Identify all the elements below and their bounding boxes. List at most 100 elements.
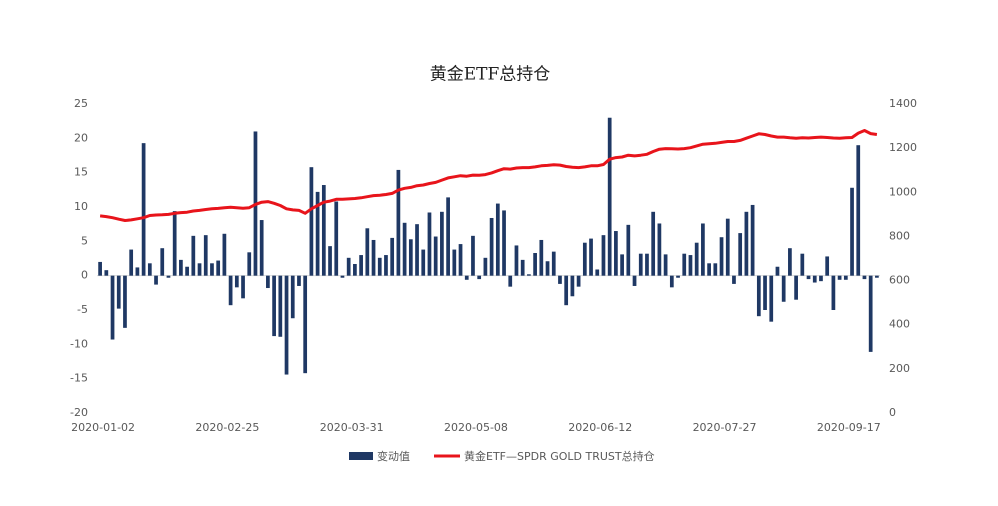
bar: [732, 275, 736, 284]
bar: [377, 257, 382, 276]
bar: [868, 275, 873, 352]
bar: [172, 211, 177, 276]
bar: [570, 275, 575, 297]
bar: [123, 275, 127, 328]
bar: [843, 275, 848, 280]
bar: [582, 242, 587, 276]
y-tick-label: 25: [74, 97, 88, 110]
x-tick-label: 2020-06-12: [568, 421, 632, 434]
bar: [514, 245, 519, 276]
bar: [452, 249, 457, 276]
bar: [825, 256, 830, 276]
bar: [402, 222, 407, 276]
y-tick-label: 0: [81, 269, 88, 282]
bar: [179, 259, 183, 276]
bar: [197, 263, 202, 276]
x-tick-label: 2020-05-08: [444, 421, 508, 434]
bar: [564, 275, 569, 306]
bar: [676, 275, 680, 278]
bar: [862, 275, 867, 280]
legend-label: 黄金ETF—SPDR GOLD TRUST总持仓: [464, 449, 655, 463]
bar: [756, 275, 761, 317]
y-tick-label: 20: [74, 131, 88, 144]
bar: [607, 117, 612, 276]
bar: [806, 275, 811, 280]
bar: [657, 223, 662, 276]
bar: [701, 223, 705, 276]
bar: [719, 237, 724, 276]
bar: [725, 218, 730, 276]
bar: [297, 275, 301, 286]
bar: [769, 275, 774, 322]
bar: [141, 143, 146, 276]
bar: [626, 224, 631, 276]
bar: [110, 275, 115, 340]
bar: [589, 238, 593, 276]
bar: [651, 211, 656, 276]
x-tick-label: 2020-01-02: [71, 421, 135, 434]
bar: [315, 191, 320, 276]
bar: [750, 204, 755, 276]
bar: [241, 275, 245, 299]
bar: [160, 248, 165, 276]
bar: [669, 275, 674, 288]
bar: [831, 275, 836, 310]
bar: [682, 253, 687, 276]
bar: [850, 187, 854, 276]
bar: [794, 275, 798, 300]
bar: [390, 237, 395, 276]
bar: [384, 255, 388, 276]
bar: [775, 266, 780, 276]
bar: [464, 275, 469, 280]
bar: [129, 249, 134, 276]
bar: [713, 263, 718, 276]
y-tick-label: -20: [70, 406, 88, 419]
chart-title: 黄金ETF总持仓: [430, 65, 551, 85]
bar: [353, 263, 357, 276]
bar: [688, 255, 693, 276]
bar: [346, 257, 351, 276]
y2-tick-label: 200: [889, 362, 910, 375]
bar: [645, 253, 649, 276]
bar: [234, 275, 239, 288]
y-tick-label: -15: [70, 372, 88, 385]
y-tick-label: -5: [77, 303, 88, 316]
bar: [427, 212, 432, 276]
bar: [359, 255, 363, 276]
bar: [104, 270, 109, 276]
bar: [290, 275, 295, 319]
bar: [340, 275, 345, 278]
y2-tick-label: 1200: [889, 141, 917, 154]
bar: [788, 248, 792, 276]
bar: [837, 275, 842, 280]
bar: [533, 253, 537, 276]
bar: [632, 275, 637, 286]
bar: [259, 220, 264, 276]
y2-tick-label: 400: [889, 318, 910, 331]
bar: [875, 275, 879, 278]
bar: [663, 254, 668, 276]
bar: [228, 275, 233, 306]
bar: [415, 224, 419, 276]
bar: [595, 269, 600, 276]
y-tick-label: 15: [74, 166, 88, 179]
x-tick-label: 2020-09-17: [817, 421, 881, 434]
bar: [812, 275, 817, 283]
bar: [738, 233, 743, 276]
bar: [408, 239, 413, 276]
bar: [614, 231, 618, 276]
legend-label: 变动值: [377, 449, 410, 463]
bar: [328, 246, 332, 276]
bar: [489, 217, 494, 276]
bar: [433, 236, 438, 276]
bar: [371, 239, 376, 276]
bar: [527, 274, 531, 276]
bar: [601, 235, 606, 276]
bar: [483, 257, 488, 276]
bar: [707, 263, 711, 276]
y-tick-label: -10: [70, 337, 88, 350]
line: [99, 129, 878, 222]
bar: [638, 253, 643, 276]
bar: [147, 263, 152, 276]
